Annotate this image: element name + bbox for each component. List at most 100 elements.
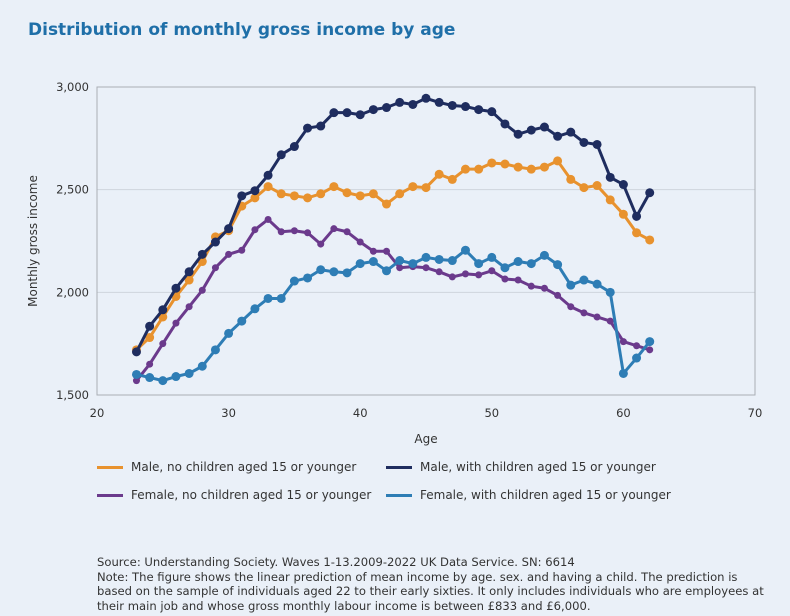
data-point (251, 226, 259, 234)
data-point (158, 376, 168, 386)
data-point (435, 268, 443, 276)
legend-item-male-with-children: Male, with children aged 15 or younger (386, 460, 656, 474)
legend-item-female-no-children: Female, no children aged 15 or younger (97, 488, 371, 502)
data-point (132, 377, 140, 385)
chart-title: Distribution of monthly gross income by … (28, 20, 456, 40)
data-point (579, 275, 589, 285)
data-point (553, 156, 563, 166)
data-point (592, 181, 602, 191)
data-point (197, 249, 207, 259)
data-point (487, 252, 497, 262)
source-text: Source: Understanding Society. Waves 1-1… (97, 555, 575, 569)
data-point (580, 309, 588, 317)
data-point (421, 183, 431, 193)
data-point (434, 254, 444, 264)
data-point (289, 142, 299, 152)
legend-swatch (97, 465, 123, 469)
data-point (343, 228, 351, 236)
data-point (355, 259, 365, 269)
data-point (646, 346, 654, 354)
data-point (567, 303, 575, 311)
data-point (276, 150, 286, 160)
data-point (474, 105, 484, 115)
plot-frame (96, 86, 756, 396)
data-point (329, 108, 339, 118)
data-point (645, 235, 655, 245)
data-point (434, 169, 444, 179)
legend-label: Male, no children aged 15 or younger (131, 460, 357, 474)
data-point (421, 252, 431, 262)
data-point (632, 228, 642, 238)
x-axis-label: Age (414, 432, 437, 446)
data-point (146, 360, 154, 368)
data-point (514, 276, 522, 284)
data-point (145, 373, 155, 383)
data-point (131, 347, 141, 357)
series-0 (131, 156, 655, 355)
data-point (263, 293, 273, 303)
data-point (237, 316, 247, 326)
data-point (356, 238, 364, 246)
data-point (289, 276, 299, 286)
data-point (447, 256, 457, 266)
data-point (526, 125, 536, 135)
data-point (250, 193, 260, 203)
data-point (447, 174, 457, 184)
data-point (304, 229, 312, 237)
data-point (211, 264, 219, 272)
legend-swatch (97, 493, 123, 497)
series-line (136, 248, 651, 383)
data-point (368, 257, 378, 267)
x-tick-label: 30 (221, 406, 236, 420)
x-tick-label: 50 (484, 406, 499, 420)
data-point (605, 287, 615, 297)
data-point (237, 191, 247, 201)
data-point (368, 105, 378, 115)
data-point (513, 129, 523, 139)
data-point (579, 137, 589, 147)
data-point (460, 164, 470, 174)
data-point (184, 267, 194, 277)
series-line (135, 96, 652, 353)
data-point (633, 342, 641, 350)
data-point (513, 162, 523, 172)
chart-notes: Source: Understanding Society. Waves 1-1… (97, 555, 767, 613)
data-point (645, 337, 655, 347)
data-point (605, 172, 615, 182)
data-point (539, 122, 549, 132)
data-point (539, 162, 549, 172)
data-point (619, 338, 627, 346)
data-point (145, 333, 155, 343)
data-point (593, 313, 601, 321)
data-point (447, 100, 457, 110)
data-point (526, 259, 536, 269)
data-point (316, 189, 326, 199)
legend-item-male-no-children: Male, no children aged 15 or younger (97, 460, 356, 474)
y-axis-label: Monthly gross income (26, 175, 40, 307)
data-point (184, 275, 194, 285)
data-point (197, 361, 207, 371)
data-point (488, 267, 496, 275)
data-point (422, 264, 430, 272)
data-point (171, 372, 181, 382)
data-point (632, 211, 642, 221)
data-point (645, 188, 655, 198)
series-3 (131, 245, 655, 386)
x-tick-label: 20 (90, 406, 105, 420)
data-point (540, 284, 548, 292)
data-point (145, 321, 155, 331)
y-tick-label: 3,000 (56, 80, 89, 94)
data-point (487, 107, 497, 117)
data-point (539, 250, 549, 260)
data-point (368, 189, 378, 199)
data-point (303, 123, 313, 133)
data-point (500, 263, 510, 273)
data-point (566, 280, 576, 290)
data-point (553, 131, 563, 141)
data-point (277, 228, 285, 236)
data-point (355, 110, 365, 120)
data-point (317, 240, 325, 248)
data-point (408, 259, 418, 269)
data-point (224, 224, 234, 234)
data-point (329, 267, 339, 277)
